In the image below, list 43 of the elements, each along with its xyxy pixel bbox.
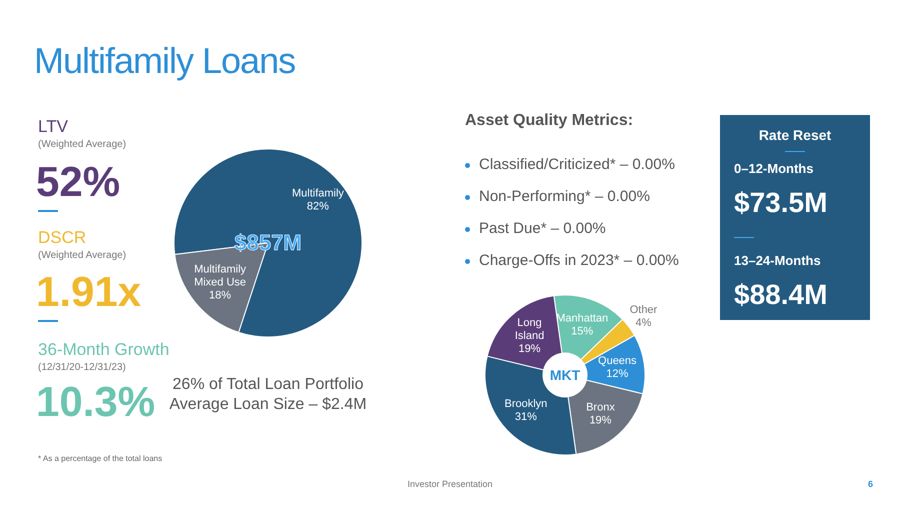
text: Charge-Offs in 2023* – 0.00%	[478, 252, 679, 269]
text: $857M	[233, 229, 303, 257]
slice-label: Other	[630, 304, 658, 316]
text: 0–12-Months	[734, 161, 814, 176]
pie-slice	[174, 148, 362, 338]
text: Asset Quality Metrics:	[465, 112, 634, 130]
data-label: 82%	[306, 200, 330, 213]
text: Investor Presentation	[406, 479, 494, 489]
text: (Weighted Average)	[38, 250, 126, 261]
data-label: 4%	[636, 316, 652, 329]
text: Past Due* – 0.00%	[478, 220, 606, 237]
text: MKT	[550, 367, 580, 383]
slice-label: Multifamily Mixed Use	[194, 263, 247, 288]
text: (Weighted Average)	[38, 139, 126, 150]
text: LTV	[38, 117, 68, 137]
text: Classified/Criticized* – 0.00%	[478, 156, 675, 173]
slice-label: Bronx	[586, 402, 616, 414]
text: 52%	[36, 158, 120, 206]
text: Multifamily Loans	[34, 40, 296, 82]
text: $73.5M	[734, 187, 828, 219]
text: 1.91x	[36, 268, 142, 316]
text: (12/31/20-12/31/23)	[38, 362, 126, 373]
text: Rate Reset	[758, 127, 832, 143]
text: 13–24-Months	[734, 253, 821, 268]
text: Non-Performing* – 0.00%	[478, 188, 650, 205]
text: 26% of Total Loan Portfolio	[172, 376, 364, 393]
slice-label: Multifamily	[292, 188, 344, 200]
text: 6	[868, 479, 874, 489]
text: 36-Month Growth	[38, 340, 170, 360]
data-label: 19%	[589, 414, 612, 427]
data-label: 18%	[209, 289, 232, 302]
slice-label: Queens	[598, 355, 638, 368]
text: DSCR	[38, 228, 86, 248]
data-label: 15%	[571, 326, 594, 338]
slice-label: Long Island	[514, 316, 544, 342]
text: Average Loan Size – $2.4M	[169, 396, 367, 413]
data-label: 12%	[606, 368, 629, 380]
data-label: 31%	[514, 410, 538, 423]
text: * As a percentage of the total loans	[38, 454, 162, 463]
data-label: 19%	[518, 342, 541, 355]
text: 10.3%	[36, 378, 156, 426]
slice-label: Brooklyn	[504, 398, 548, 410]
text: $88.4M	[734, 279, 828, 311]
